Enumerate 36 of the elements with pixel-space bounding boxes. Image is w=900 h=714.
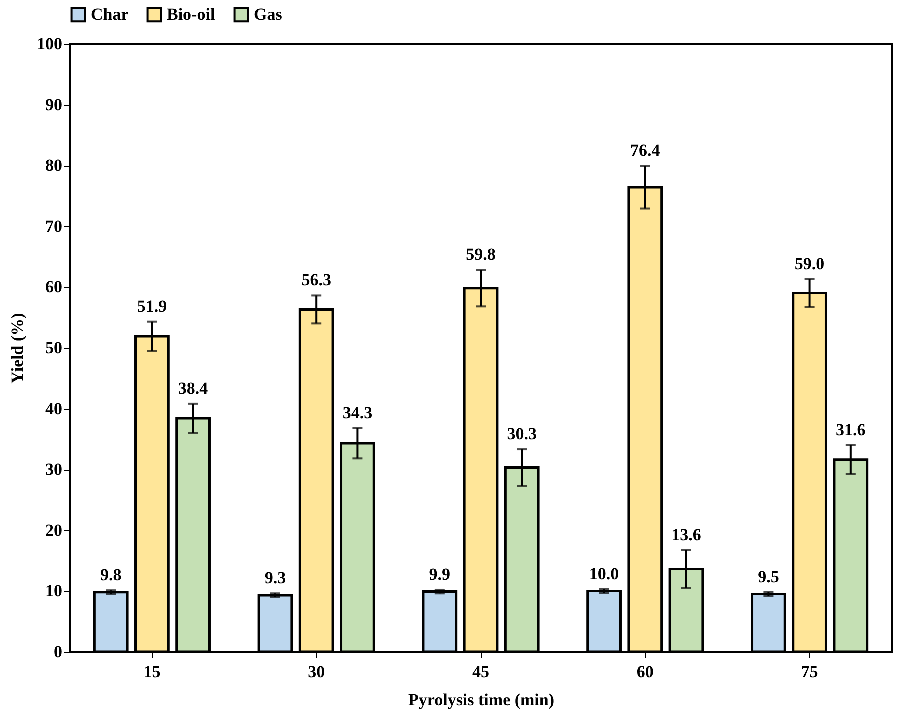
legend-label: Bio-oil [167, 4, 216, 24]
data-label: 34.3 [342, 403, 373, 422]
y-tick-label: 80 [46, 156, 62, 176]
data-label: 59.0 [794, 254, 825, 274]
data-label: 30.3 [507, 424, 537, 444]
data-label: 59.8 [466, 245, 496, 264]
data-label: 51.9 [137, 296, 168, 316]
y-tick-label: 100 [37, 34, 62, 54]
y-tick-label: 50 [46, 338, 62, 358]
y-tick-label: 20 [46, 520, 62, 540]
y-axis-title: Yield (%) [8, 313, 27, 384]
legend-label: Gas [254, 4, 283, 24]
data-label: 9.5 [758, 567, 780, 586]
y-tick-label: 40 [46, 399, 62, 418]
x-tick-label: 15 [144, 662, 161, 682]
x-axis-title: Pyrolysis time (min) [408, 690, 555, 710]
y-tick-label: 10 [46, 582, 62, 601]
data-label: 10.0 [589, 564, 620, 584]
legend-label: Char [91, 4, 130, 24]
y-tick-label: 30 [46, 460, 62, 480]
data-label: 13.6 [672, 525, 702, 544]
data-label: 9.3 [264, 568, 286, 588]
data-label: 9.8 [100, 566, 122, 585]
data-label: 56.3 [302, 270, 332, 290]
y-tick-label: 70 [46, 216, 62, 236]
y-tick-label: 90 [46, 95, 62, 114]
x-tick-label: 75 [801, 662, 818, 682]
y-tick-label: 0 [54, 642, 62, 662]
data-label: 38.4 [178, 378, 209, 398]
data-label: 76.4 [630, 141, 661, 160]
x-tick-label: 60 [636, 662, 654, 682]
y-tick-label: 60 [46, 278, 62, 297]
data-label: 31.6 [836, 420, 866, 440]
data-label: 9.9 [429, 564, 451, 584]
x-tick-label: 45 [472, 662, 490, 682]
x-tick-label: 30 [308, 662, 326, 682]
